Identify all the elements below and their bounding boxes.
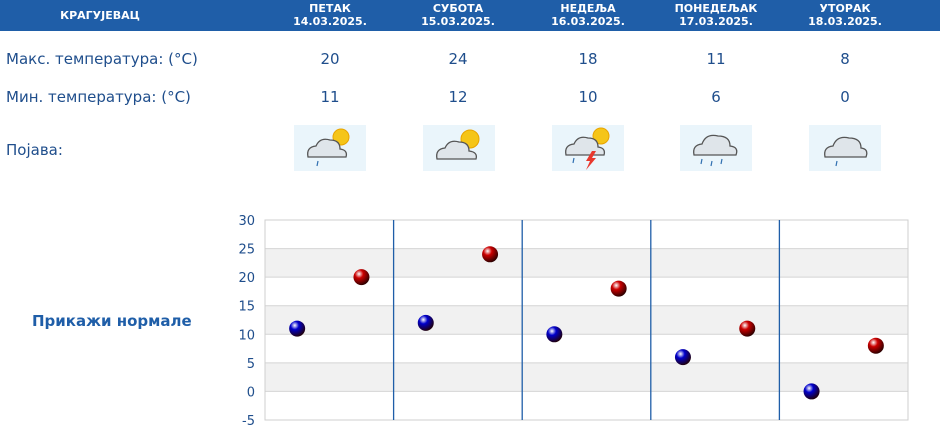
plot-band	[265, 391, 908, 420]
day-header-4: ПОНЕДЕЉАК 17.03.2025.	[656, 2, 776, 28]
min-temp-label: Мин. температура: (°C)	[6, 88, 191, 106]
plot-band	[265, 277, 908, 306]
max-temp-point	[353, 269, 370, 286]
y-tick-label: 20	[238, 271, 255, 286]
day-name: УТОРАК	[819, 2, 871, 15]
y-tick-label: 25	[238, 243, 255, 258]
max-temp-value: 18	[578, 50, 598, 68]
day-header-3: НЕДЕЉА 16.03.2025.	[528, 2, 648, 28]
day-name: СУБОТА	[432, 2, 484, 15]
y-tick-label: -5	[242, 414, 255, 429]
plot-border	[264, 219, 909, 421]
y-tick-label: 10	[238, 328, 255, 343]
day-header-5: УТОРАК 18.03.2025.	[785, 2, 905, 28]
y-tick-label: 0	[247, 385, 255, 400]
day-header-2: СУБОТА 15.03.2025.	[398, 2, 518, 28]
max-temp-point	[739, 320, 756, 337]
show-normals-link[interactable]: Прикажи нормале	[32, 312, 192, 330]
partly-cloudy-thunderstorm-icon	[552, 125, 624, 171]
partly-cloudy-icon	[423, 125, 495, 171]
phenomenon-label: Појава:	[6, 141, 63, 159]
day-name: ПОНЕДЕЉАК	[674, 2, 758, 15]
forecast-header: КРАГУЈЕВАЦ ПЕТАК 14.03.2025. СУБОТА 15.0…	[0, 0, 940, 31]
min-temp-point	[417, 314, 434, 331]
y-tick-label: 5	[247, 357, 255, 372]
min-temp-point	[289, 320, 306, 337]
max-temp-value: 24	[448, 50, 468, 68]
plot-band	[265, 362, 908, 392]
plot-band	[265, 334, 908, 363]
y-tick-label: 30	[238, 214, 255, 229]
min-temp-value: 0	[840, 88, 850, 106]
min-temp-value: 10	[578, 88, 598, 106]
min-temp-value: 11	[320, 88, 340, 106]
day-date: 18.03.2025.	[808, 15, 882, 28]
max-temp-point	[482, 246, 499, 263]
max-temp-value: 20	[320, 50, 340, 68]
max-temp-value: 11	[706, 50, 726, 68]
plot-band	[265, 220, 908, 249]
max-temp-point	[867, 337, 884, 354]
day-date: 16.03.2025.	[551, 15, 625, 28]
max-temp-point	[610, 280, 627, 297]
min-temp-point	[803, 383, 820, 400]
day-date: 14.03.2025.	[293, 15, 367, 28]
max-temp-label: Макс. температура: (°C)	[6, 50, 198, 68]
partly-cloudy-light-rain-icon	[294, 125, 366, 171]
day-header-1: ПЕТАК 14.03.2025.	[270, 2, 390, 28]
cloud-light-rain-icon	[809, 125, 881, 171]
day-name: ПЕТАК	[309, 2, 351, 15]
min-temp-value: 6	[711, 88, 721, 106]
cloud-rain-icon	[680, 125, 752, 171]
max-temp-value: 8	[840, 50, 850, 68]
plot-band	[265, 248, 908, 278]
min-temp-point	[674, 349, 691, 366]
day-date: 15.03.2025.	[421, 15, 495, 28]
day-date: 17.03.2025.	[679, 15, 753, 28]
min-temp-value: 12	[448, 88, 468, 106]
city-name: КРАГУЈЕВАЦ	[60, 9, 140, 22]
min-temp-point	[546, 326, 563, 343]
day-name: НЕДЕЉА	[560, 2, 616, 15]
plot-band	[265, 305, 908, 335]
y-tick-label: 15	[238, 300, 255, 315]
